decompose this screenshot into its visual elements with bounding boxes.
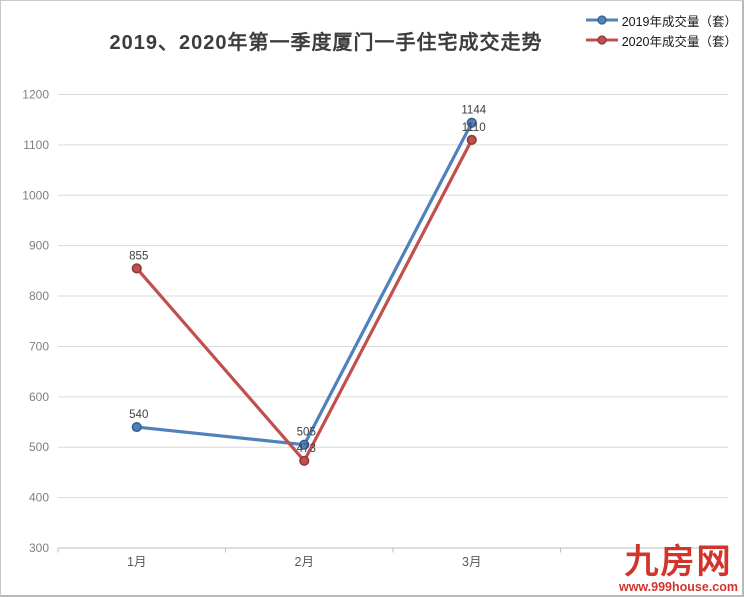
data-point-marker — [299, 439, 310, 450]
legend-label: 2019年成交量（套） — [621, 14, 737, 29]
page-title: 2019、2020年第一季度厦门一手住宅成交走势 — [109, 32, 543, 54]
data-label: 473 — [297, 443, 316, 455]
data-point-marker — [466, 134, 477, 145]
site-url: www.999house.com — [618, 579, 738, 594]
y-axis-tick-label: 1100 — [23, 138, 49, 152]
legend-line-marker-icon — [585, 35, 618, 45]
y-axis-tick-label: 400 — [29, 491, 49, 505]
y-axis-tick-label: 500 — [29, 440, 49, 454]
y-axis-tick-label: 700 — [29, 339, 49, 353]
y-axis-tick-label: 1000 — [22, 188, 49, 202]
legend-line-marker-icon — [585, 15, 618, 25]
site-logo: 九房网 www.999house.com — [619, 545, 738, 596]
series-line-1 — [135, 138, 474, 463]
x-axis-category-label: 3月 — [462, 555, 481, 569]
y-axis-tick-label: 1200 — [22, 88, 49, 102]
y-axis-tick-label: 600 — [29, 390, 49, 404]
data-point-marker — [131, 263, 142, 274]
data-label: 855 — [129, 250, 148, 262]
data-point-marker — [131, 421, 142, 433]
y-axis-tick-label: 300 — [29, 541, 49, 555]
data-point-marker — [299, 455, 310, 466]
y-axis-tick-label: 800 — [29, 289, 49, 303]
legend-label: 2020年成交量（套） — [621, 34, 737, 49]
data-label: 505 — [297, 427, 316, 439]
x-axis-category-label: 1月 — [127, 555, 146, 569]
data-label: 1144 — [461, 105, 486, 117]
legend-item-1: 2020年成交量（套） — [585, 30, 737, 50]
site-logo-text: 九房网 — [624, 541, 733, 582]
data-label: 540 — [129, 409, 148, 421]
data-point-marker — [466, 117, 477, 128]
legend-item-0: 2019年成交量（套） — [585, 10, 737, 30]
chart-legend: 2019年成交量（套） 2020年成交量（套） — [585, 10, 737, 50]
x-axis-category-label: 2月 — [295, 555, 314, 569]
data-label: 1110 — [462, 122, 486, 134]
y-axis-tick-label: 900 — [29, 239, 49, 253]
